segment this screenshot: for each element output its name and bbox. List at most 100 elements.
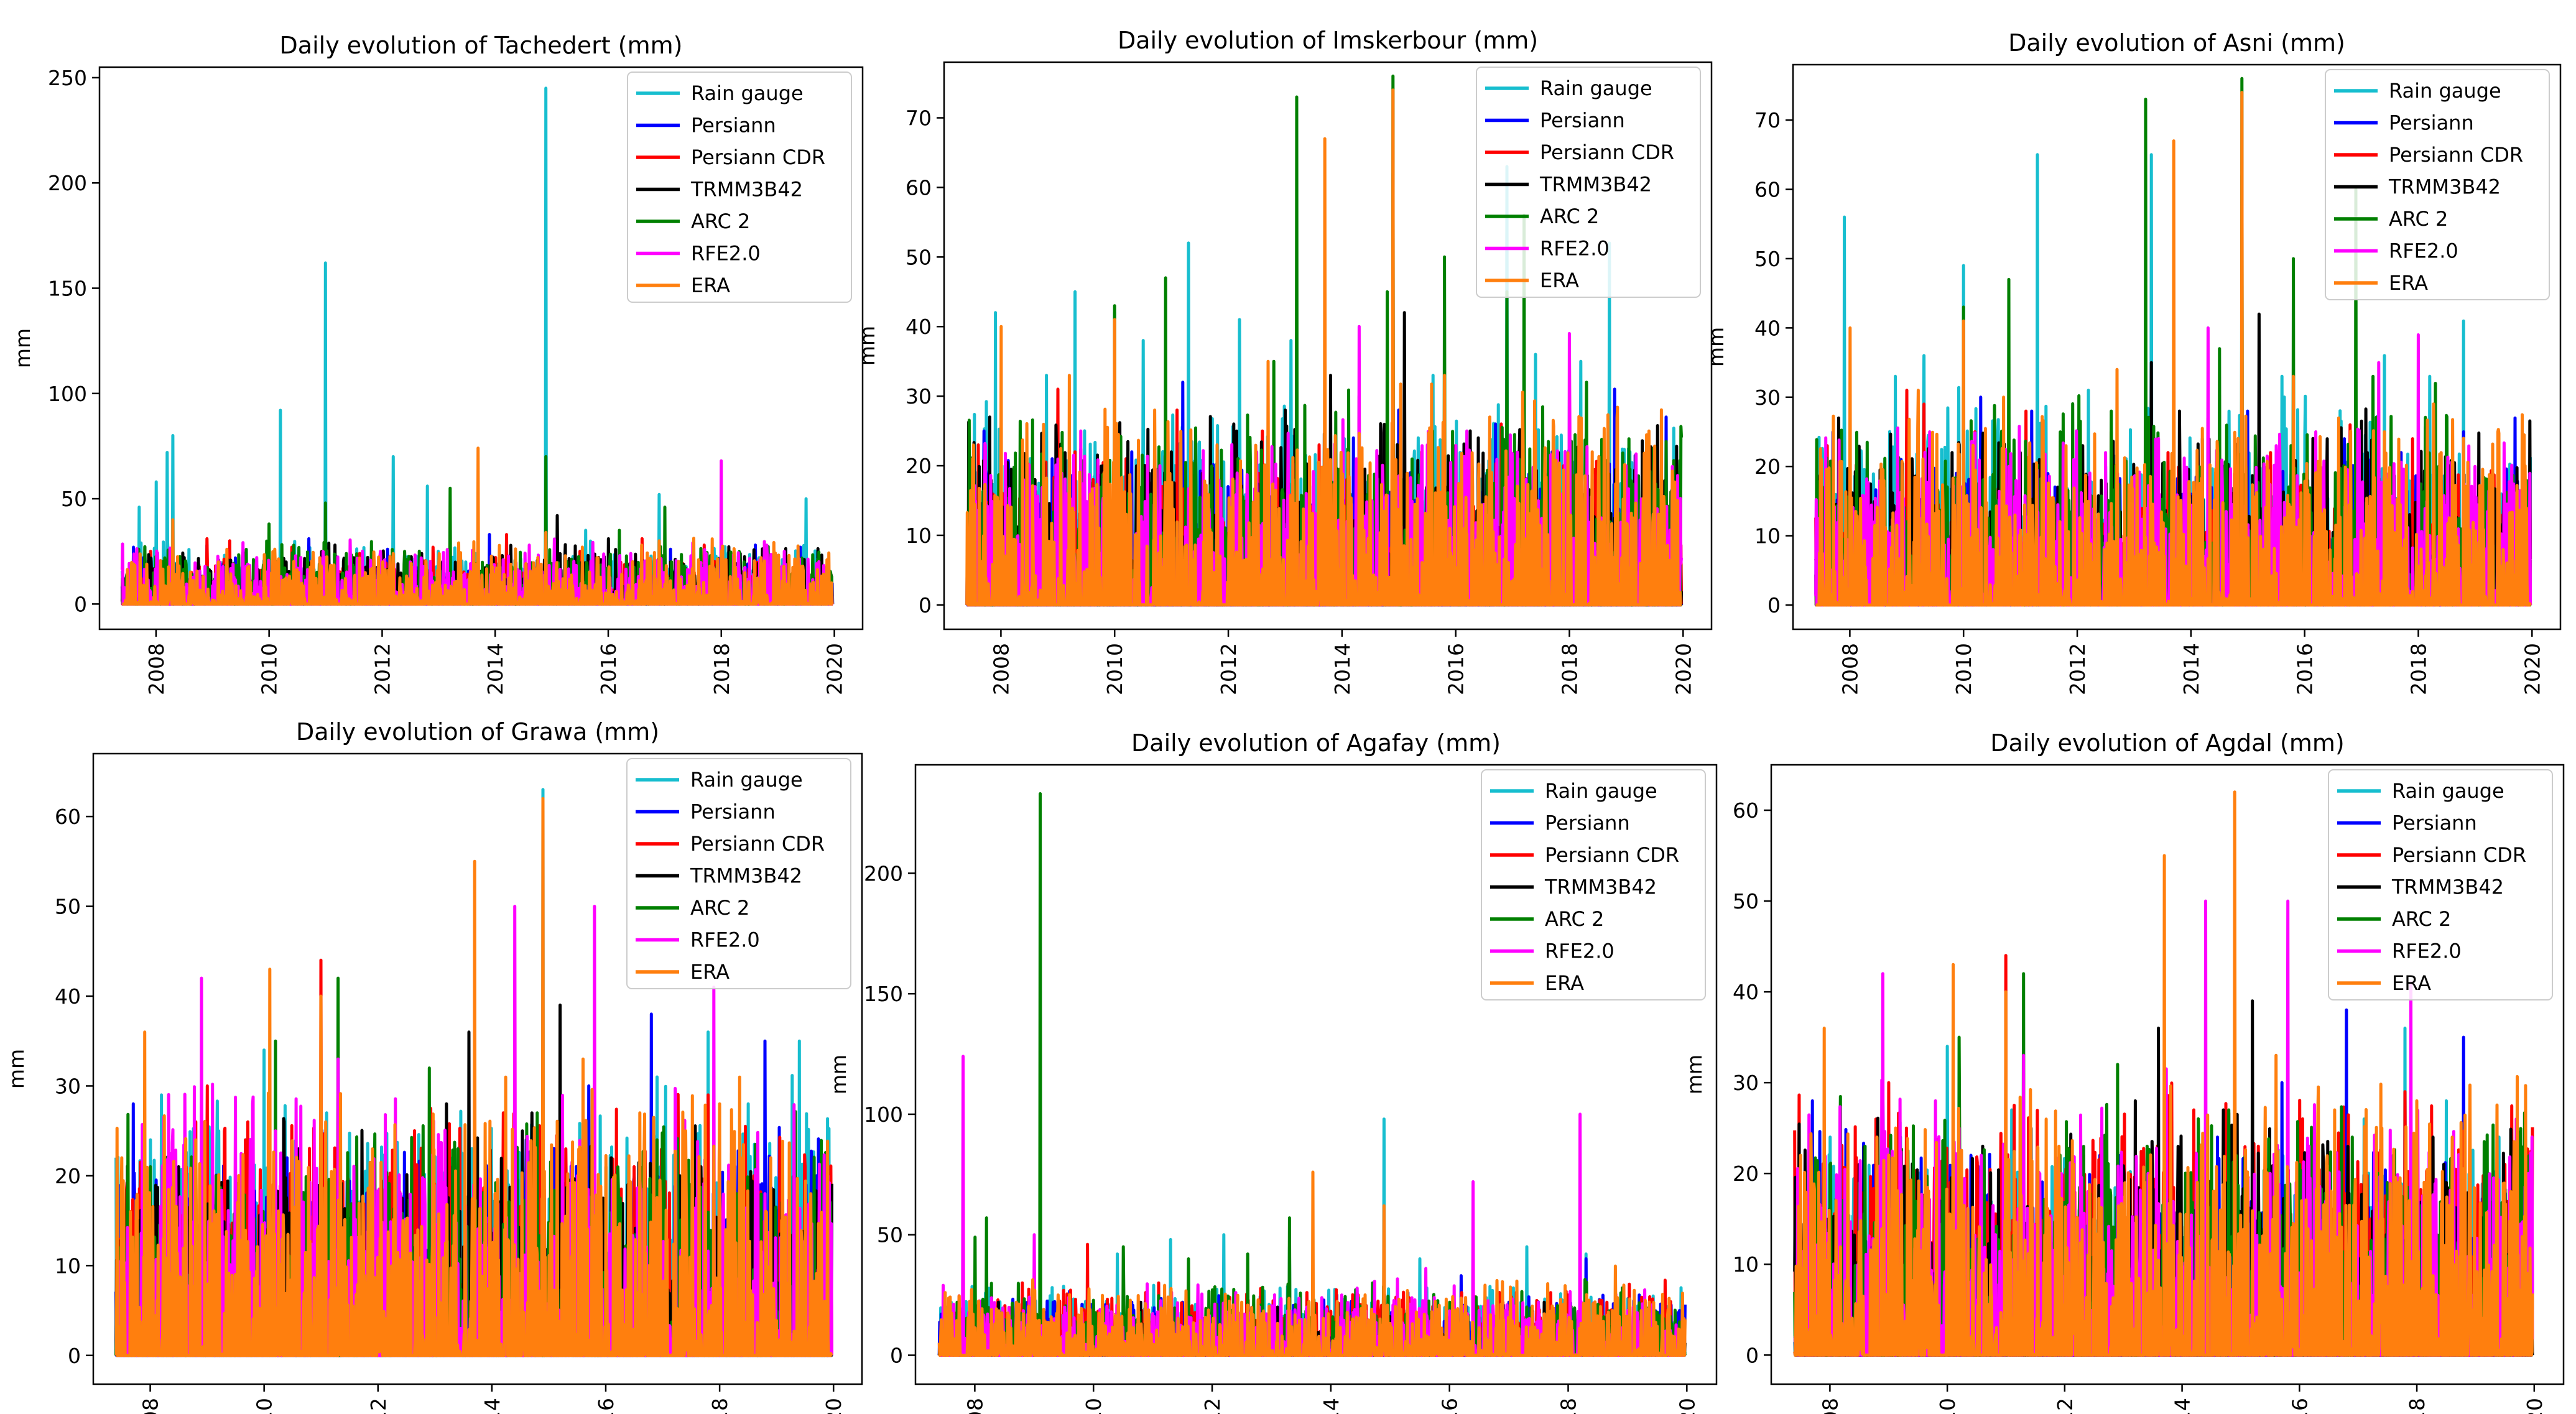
chart-title: Daily evolution of Imskerbour (mm): [1118, 27, 1538, 54]
y-tick-label: 40: [1733, 980, 1759, 1004]
axes-frame: [98, 66, 864, 631]
legend: Rain gauge Persiann Persiann CDR TRMM3B42 AR…: [626, 758, 851, 989]
series-group: [965, 74, 1684, 607]
legend-label-persiann: Persiann: [2389, 111, 2474, 135]
series-group: [937, 792, 1687, 1357]
legend-label-persiann-cdr: Persiann CDR: [691, 146, 825, 169]
legend: Rain gauge Persiann Persiann CDR TRMM3B42 AR…: [1476, 67, 1701, 298]
x-tick-label: 2016: [594, 1398, 618, 1414]
x-tick-label: 2018: [710, 643, 734, 695]
y-axis-label: mm: [4, 1049, 29, 1089]
legend-label-rain-gauge: Rain gauge: [1545, 779, 1657, 803]
x-tick-label: 2020: [822, 1398, 846, 1414]
x-tick-label: 2012: [1200, 1398, 1225, 1414]
legend-label-rfe2-0: RFE2.0: [1540, 237, 1610, 261]
chart-title: Daily evolution of Grawa (mm): [296, 718, 659, 746]
legend-label-rfe2-0: RFE2.0: [691, 242, 761, 266]
series-line-era: [1793, 790, 2534, 1357]
axes-frame: [914, 764, 1718, 1385]
x-tick-label: 2020: [2520, 643, 2544, 695]
y-tick-label: 50: [1754, 247, 1781, 271]
legend-box: [627, 72, 852, 303]
y-tick-label: 0: [1746, 1343, 1759, 1367]
x-tick-label: 2014: [1319, 1398, 1343, 1414]
legend-label-persiann: Persiann: [2392, 811, 2477, 835]
chart-panel-6: Daily evolution of Agdal (mm) mm 0 10 20 30 40…: [1682, 729, 2565, 1414]
legend-label-rfe2-0: RFE2.0: [690, 928, 760, 952]
y-tick-label: 70: [906, 106, 932, 131]
legend-label-persiann: Persiann: [1545, 811, 1630, 835]
x-tick-label: 2010: [257, 643, 282, 695]
y-tick-label: 200: [864, 861, 903, 885]
y-tick-label: 40: [906, 315, 932, 339]
y-tick-label: 40: [1754, 316, 1781, 340]
y-tick-label: 10: [906, 524, 932, 548]
chart-title: Daily evolution of Tachedert (mm): [280, 32, 683, 59]
x-tick-label: 2020: [2523, 1398, 2547, 1414]
y-tick-label: 50: [906, 245, 932, 269]
y-tick-label: 0: [68, 1344, 81, 1368]
legend-label-trmm3b42: TRMM3B42: [2391, 876, 2504, 899]
x-tick-label: 2018: [2406, 643, 2430, 695]
chart-title: Daily evolution of Agdal (mm): [1990, 729, 2344, 757]
y-tick-label: 10: [55, 1254, 81, 1278]
legend-label-persiann: Persiann: [1540, 109, 1625, 132]
legend-label-persiann-cdr: Persiann CDR: [690, 832, 825, 856]
x-tick-label: 2012: [370, 643, 394, 695]
series-line-era: [114, 797, 833, 1357]
legend-label-rain-gauge: Rain gauge: [691, 81, 804, 105]
x-tick-label: 2008: [139, 1398, 163, 1414]
x-tick-label: 2016: [2287, 1398, 2312, 1414]
axes-frame: [92, 752, 863, 1385]
legend-label-era: ERA: [1545, 971, 1584, 995]
x-tick-label: 2012: [1216, 643, 1241, 695]
legend-box: [1476, 67, 1701, 298]
legend-label-persiann-cdr: Persiann CDR: [2392, 843, 2526, 867]
y-tick-label: 0: [919, 593, 932, 617]
legend: Rain gauge Persiann Persiann CDR TRMM3B42 AR…: [1481, 769, 1706, 1000]
legend-label-arc-2: ARC 2: [1540, 205, 1599, 228]
series-line-era: [965, 88, 1683, 607]
y-tick-label: 50: [55, 895, 81, 919]
y-tick-label: 30: [1733, 1071, 1759, 1095]
x-tick-label: 2016: [1444, 643, 1468, 695]
legend-label-rain-gauge: Rain gauge: [690, 768, 803, 792]
y-tick-label: 250: [48, 66, 87, 90]
panels: Daily evolution of Tachedert (mm) mm 0 50 10…: [4, 27, 2565, 1414]
legend: Rain gauge Persiann Persiann CDR TRMM3B42 AR…: [2325, 69, 2550, 300]
legend-label-era: ERA: [690, 960, 730, 984]
legend-label-persiann: Persiann: [690, 800, 776, 824]
x-tick-label: 2018: [2405, 1398, 2429, 1414]
y-tick-label: 60: [906, 175, 932, 200]
axes-frame: [1770, 764, 2565, 1385]
chart-panel-5: Daily evolution of Agafay (mm) mm 0 50 100 15…: [827, 729, 1718, 1414]
legend-box: [1481, 769, 1706, 1000]
legend-label-persiann-cdr: Persiann CDR: [2389, 143, 2523, 167]
y-tick-label: 60: [55, 805, 81, 829]
x-tick-label: 2008: [144, 643, 169, 695]
legend-label-trmm3b42: TRMM3B42: [690, 864, 802, 888]
legend-label-trmm3b42: TRMM3B42: [1544, 876, 1657, 899]
legend-label-arc-2: ARC 2: [691, 210, 750, 233]
series-group: [1793, 790, 2534, 1357]
legend-label-era: ERA: [691, 274, 730, 297]
legend-label-era: ERA: [2389, 271, 2428, 295]
y-axis-label: mm: [855, 326, 879, 366]
x-tick-label: 2012: [2053, 1398, 2077, 1414]
y-tick-label: 0: [890, 1343, 903, 1367]
x-tick-label: 2008: [963, 1398, 987, 1414]
x-tick-label: 2008: [1838, 643, 1862, 695]
legend-label-arc-2: ARC 2: [690, 896, 749, 920]
legend-box: [2325, 69, 2550, 300]
y-tick-label: 50: [61, 487, 87, 511]
x-tick-label: 2014: [483, 643, 507, 695]
y-tick-label: 100: [864, 1102, 903, 1127]
legend-label-trmm3b42: TRMM3B42: [690, 178, 803, 201]
legend-label-rain-gauge: Rain gauge: [1540, 76, 1652, 100]
x-tick-label: 2020: [1675, 1398, 1699, 1414]
legend-label-era: ERA: [1540, 269, 1579, 292]
x-tick-label: 2016: [596, 643, 621, 695]
y-tick-label: 20: [1733, 1162, 1759, 1186]
x-tick-label: 2016: [1438, 1398, 1462, 1414]
